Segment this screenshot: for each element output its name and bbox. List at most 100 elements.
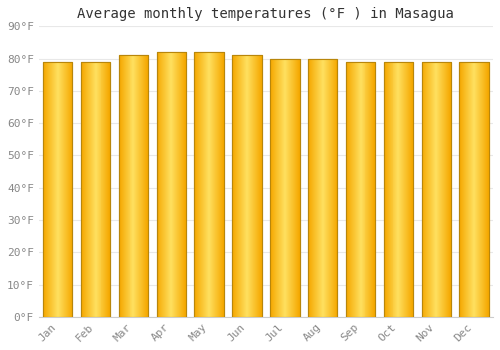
Bar bbox=[312, 58, 313, 317]
Bar bbox=[261, 55, 262, 317]
Bar bbox=[194, 52, 224, 317]
Bar bbox=[289, 58, 290, 317]
Bar bbox=[411, 62, 412, 317]
Bar bbox=[292, 58, 293, 317]
Bar bbox=[318, 58, 319, 317]
Bar bbox=[220, 52, 221, 317]
Bar bbox=[90, 62, 91, 317]
Bar bbox=[241, 55, 242, 317]
Bar bbox=[356, 62, 357, 317]
Bar bbox=[432, 62, 434, 317]
Bar bbox=[146, 55, 148, 317]
Bar bbox=[479, 62, 480, 317]
Bar bbox=[202, 52, 203, 317]
Bar bbox=[394, 62, 396, 317]
Bar bbox=[320, 58, 321, 317]
Bar bbox=[47, 62, 48, 317]
Bar bbox=[448, 62, 450, 317]
Bar bbox=[315, 58, 316, 317]
Bar bbox=[168, 52, 170, 317]
Bar bbox=[278, 58, 279, 317]
Bar bbox=[362, 62, 364, 317]
Bar bbox=[43, 62, 72, 317]
Bar bbox=[118, 55, 148, 317]
Bar bbox=[296, 58, 298, 317]
Bar bbox=[62, 62, 63, 317]
Bar bbox=[298, 58, 299, 317]
Bar bbox=[90, 62, 92, 317]
Bar bbox=[130, 55, 132, 317]
Bar bbox=[298, 58, 300, 317]
Bar bbox=[286, 58, 287, 317]
Bar bbox=[473, 62, 474, 317]
Bar bbox=[175, 52, 176, 317]
Bar bbox=[44, 62, 45, 317]
Bar bbox=[136, 55, 138, 317]
Bar bbox=[472, 62, 474, 317]
Bar bbox=[484, 62, 485, 317]
Bar bbox=[94, 62, 95, 317]
Bar bbox=[221, 52, 222, 317]
Bar bbox=[276, 58, 277, 317]
Bar bbox=[482, 62, 483, 317]
Bar bbox=[58, 62, 60, 317]
Bar bbox=[83, 62, 84, 317]
Bar bbox=[213, 52, 214, 317]
Bar bbox=[372, 62, 374, 317]
Bar bbox=[409, 62, 410, 317]
Bar bbox=[280, 58, 281, 317]
Bar bbox=[352, 62, 354, 317]
Bar bbox=[62, 62, 64, 317]
Bar bbox=[434, 62, 436, 317]
Bar bbox=[48, 62, 49, 317]
Bar bbox=[209, 52, 210, 317]
Bar bbox=[326, 58, 328, 317]
Bar bbox=[217, 52, 218, 317]
Bar bbox=[232, 55, 234, 317]
Bar bbox=[388, 62, 390, 317]
Bar bbox=[124, 55, 125, 317]
Bar bbox=[270, 58, 272, 317]
Bar bbox=[288, 58, 289, 317]
Bar bbox=[462, 62, 464, 317]
Bar bbox=[281, 58, 282, 317]
Bar bbox=[118, 55, 148, 317]
Bar bbox=[430, 62, 432, 317]
Bar bbox=[336, 58, 338, 317]
Bar bbox=[483, 62, 484, 317]
Bar bbox=[176, 52, 178, 317]
Bar bbox=[118, 55, 120, 317]
Bar bbox=[309, 58, 310, 317]
Bar bbox=[256, 55, 257, 317]
Bar bbox=[441, 62, 442, 317]
Bar bbox=[210, 52, 212, 317]
Bar bbox=[330, 58, 332, 317]
Bar bbox=[248, 55, 249, 317]
Bar bbox=[354, 62, 355, 317]
Bar bbox=[52, 62, 53, 317]
Bar bbox=[314, 58, 315, 317]
Bar bbox=[324, 58, 326, 317]
Bar bbox=[272, 58, 273, 317]
Bar bbox=[251, 55, 252, 317]
Bar bbox=[247, 55, 248, 317]
Bar bbox=[284, 58, 285, 317]
Bar bbox=[310, 58, 311, 317]
Bar bbox=[487, 62, 488, 317]
Bar bbox=[50, 62, 51, 317]
Bar bbox=[291, 58, 292, 317]
Bar bbox=[360, 62, 362, 317]
Bar bbox=[81, 62, 110, 317]
Bar bbox=[257, 55, 258, 317]
Bar bbox=[332, 58, 334, 317]
Bar bbox=[368, 62, 370, 317]
Bar bbox=[308, 58, 338, 317]
Bar bbox=[326, 58, 327, 317]
Bar bbox=[354, 62, 356, 317]
Bar bbox=[275, 58, 276, 317]
Bar bbox=[273, 58, 274, 317]
Bar bbox=[240, 55, 242, 317]
Bar bbox=[236, 55, 238, 317]
Bar bbox=[316, 58, 317, 317]
Bar bbox=[211, 52, 212, 317]
